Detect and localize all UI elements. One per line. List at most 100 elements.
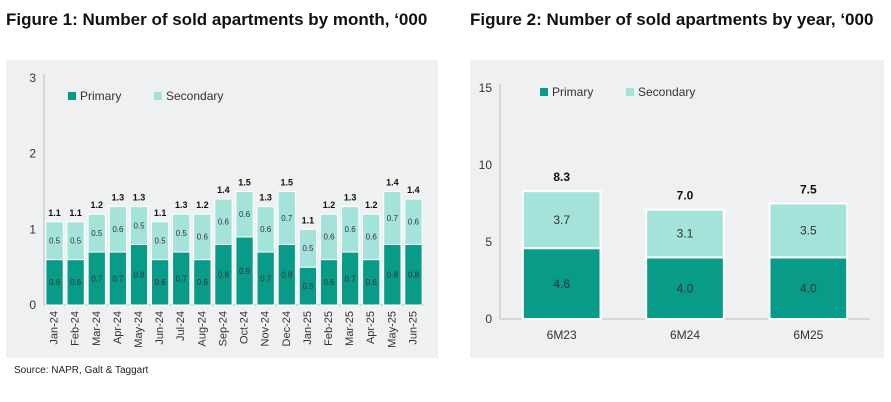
x-tick-label: 6M23 <box>547 328 577 342</box>
total-label: 1.2 <box>323 200 336 210</box>
x-tick-label: Jan-25 <box>302 311 314 345</box>
x-tick-label: May-24 <box>133 311 145 348</box>
bar-secondary-dec-24 <box>277 191 296 245</box>
legend-label-primary: Primary <box>552 85 593 99</box>
value-label-secondary: 0.5 <box>155 236 167 245</box>
total-label: 1.5 <box>238 178 251 188</box>
value-label-secondary: 0.6 <box>323 233 335 242</box>
value-label-primary: 0.7 <box>91 274 103 283</box>
value-label-secondary: 0.6 <box>218 218 230 227</box>
total-label: 8.3 <box>553 170 570 184</box>
x-tick-label: May-25 <box>386 311 398 348</box>
figure-1-panel: 0 1 2 3 0.6 0.5 1.1 Jan-24 0.6 0.5 1.1 Feb-24 0.7 0.5… <box>6 60 438 358</box>
bar-secondary-jan-25 <box>298 228 318 268</box>
value-label-secondary: 0.5 <box>133 221 145 230</box>
total-label: 1.1 <box>48 208 61 218</box>
y-tick-label: 15 <box>479 81 493 95</box>
figure-2-panel: 0 5 10 15 4.6 3.7 8.3 6M23 4.0 3.1 7.0 6M24 4.0 3.5 7.… <box>470 60 884 358</box>
total-label: 1.5 <box>281 178 294 188</box>
monthly-sales-chart: 0 1 2 3 0.6 0.5 1.1 Jan-24 0.6 0.5 1.1 Feb-24 0.7 0.5… <box>29 71 424 348</box>
bar-primary-6m25 <box>768 256 849 320</box>
value-label-secondary: 0.7 <box>281 214 293 223</box>
value-label-primary: 0.6 <box>197 278 209 287</box>
x-tick-label: Nov-24 <box>260 311 272 346</box>
value-label-primary: 0.6 <box>70 278 82 287</box>
value-label-secondary: 0.6 <box>366 233 378 242</box>
total-label: 1.3 <box>259 193 272 203</box>
x-tick-label: Jun-25 <box>407 311 419 345</box>
total-label: 7.5 <box>800 183 817 197</box>
x-tick-label: Jun-24 <box>154 311 166 345</box>
value-label-primary: 0.8 <box>281 271 293 280</box>
x-tick-label: 6M25 <box>793 328 823 342</box>
bar-secondary-mar-24 <box>87 213 106 253</box>
value-label-primary: 0.6 <box>49 278 61 287</box>
total-label: 1.1 <box>69 208 82 218</box>
value-label-primary: 0.7 <box>260 274 272 283</box>
y-tick-label: 5 <box>485 235 492 249</box>
bar-secondary-may-24 <box>129 206 149 245</box>
bar-primary-6m23 <box>521 247 602 320</box>
y-tick-label: 1 <box>29 222 36 236</box>
value-label-primary: 0.8 <box>133 271 145 280</box>
value-label-secondary: 0.6 <box>112 225 124 234</box>
value-label-primary: 4.0 <box>800 281 817 295</box>
value-label-primary: 0.6 <box>366 278 378 287</box>
bar-secondary-apr-24 <box>108 206 128 253</box>
source-note: Source: NAPR, Galt & Taggart <box>14 365 149 376</box>
bar-secondary-6m25 <box>768 202 849 259</box>
x-tick-label: Mar-24 <box>91 311 103 346</box>
legend-swatch-primary <box>540 88 548 96</box>
x-tick-label: 6M24 <box>670 328 700 342</box>
legend-swatch-secondary <box>154 92 162 100</box>
total-label: 1.3 <box>344 193 357 203</box>
y-tick-label: 3 <box>29 71 36 85</box>
total-label: 7.0 <box>677 189 694 203</box>
bar-secondary-may-25 <box>383 191 402 245</box>
bar-secondary-feb-24 <box>66 221 85 261</box>
bar-secondary-nov-24 <box>256 206 275 253</box>
total-label: 1.3 <box>112 193 125 203</box>
value-label-secondary: 0.6 <box>239 210 251 219</box>
x-tick-label: Jan-24 <box>49 311 61 345</box>
bar-secondary-sep-24 <box>214 198 233 245</box>
value-label-primary: 0.8 <box>387 271 399 280</box>
bar-secondary-aug-24 <box>193 213 212 261</box>
value-label-primary: 0.6 <box>155 278 167 287</box>
value-label-secondary: 0.5 <box>70 236 82 245</box>
total-label: 1.1 <box>154 208 167 218</box>
value-label-primary: 0.7 <box>112 274 124 283</box>
x-tick-label: Feb-25 <box>323 311 335 346</box>
value-label-primary: 0.8 <box>408 271 420 280</box>
figure-2-title: Figure 2: Number of sold apartments by y… <box>470 10 874 29</box>
total-label: 1.4 <box>217 185 230 195</box>
legend-swatch-secondary <box>626 88 634 96</box>
legend-label-secondary: Secondary <box>166 89 223 103</box>
total-label: 1.1 <box>302 215 315 225</box>
yearly-sales-chart: 0 5 10 15 4.6 3.7 8.3 6M23 4.0 3.1 7.0 6M24 4.0 3.5 7.… <box>479 81 870 342</box>
y-tick-label: 0 <box>485 312 492 326</box>
bar-primary-6m24 <box>645 256 725 320</box>
x-tick-label: Dec-24 <box>281 311 293 346</box>
x-tick-label: Mar-25 <box>344 311 356 346</box>
bar-secondary-jun-25 <box>404 198 423 245</box>
value-label-secondary: 0.5 <box>91 229 103 238</box>
total-label: 1.4 <box>386 178 399 188</box>
total-label: 1.3 <box>133 193 146 203</box>
value-label-secondary: 3.5 <box>800 224 817 238</box>
value-label-primary: 0.5 <box>302 282 314 291</box>
value-label-primary: 0.6 <box>323 278 335 287</box>
x-tick-label: Jul-24 <box>175 311 187 341</box>
bar-secondary-jan-24 <box>45 221 64 261</box>
value-label-primary: 0.7 <box>345 274 357 283</box>
value-label-secondary: 0.6 <box>260 225 272 234</box>
value-label-primary: 0.7 <box>176 274 188 283</box>
value-label-secondary: 0.6 <box>197 233 209 242</box>
bar-secondary-mar-25 <box>340 206 360 253</box>
legend-swatch-primary <box>68 92 76 100</box>
value-label-secondary: 0.5 <box>49 236 61 245</box>
value-label-secondary: 0.5 <box>176 229 188 238</box>
y-tick-label: 0 <box>29 298 36 312</box>
figure-1-title: Figure 1: Number of sold apartments by m… <box>6 10 428 29</box>
value-label-secondary: 0.5 <box>302 244 314 253</box>
